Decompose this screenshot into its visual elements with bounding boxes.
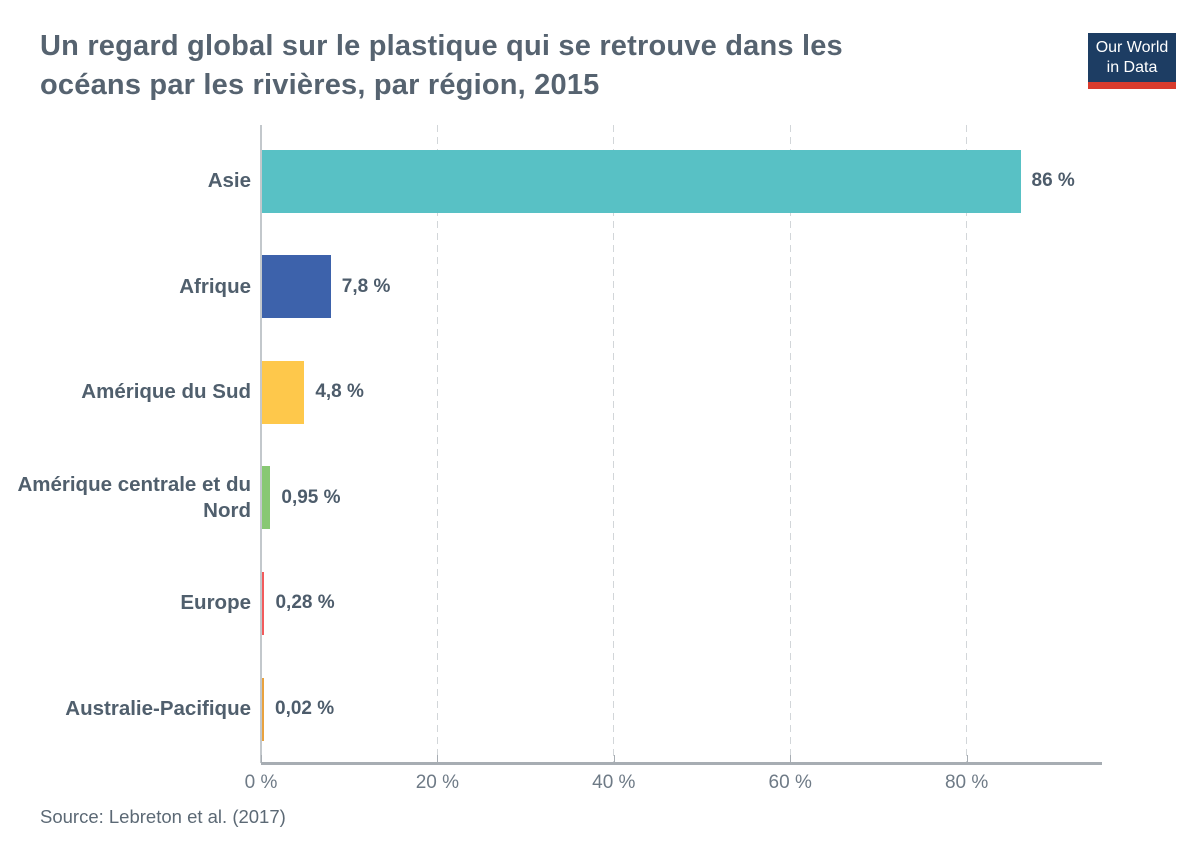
value-label: 0,02 % [275,698,335,719]
bar [262,466,271,530]
category-label: Amérique centrale et du Nord [17,472,251,522]
chart-title: Un regard global sur le plastique qui se… [40,27,1060,105]
source-note: Source: Lebreton et al. (2017) [40,806,286,827]
chart-title-line2: océans par les rivières, par région, 201… [40,69,600,101]
value-label: 0,28 % [275,592,335,614]
gridline [966,125,968,762]
x-axis-tick [790,755,792,762]
gridline [613,125,615,762]
value-label: 86 % [1031,170,1075,191]
x-axis-tick [261,755,262,762]
bar [262,677,264,741]
category-label: Afrique [179,274,251,298]
x-axis-tick [437,755,439,762]
x-tick-label: 60 % [768,772,812,793]
x-tick-label: 80 % [944,772,989,793]
category-label: Europe [180,591,251,615]
x-axis-tick [613,755,615,762]
category-label: Australie-Pacifique [65,697,251,720]
bar [262,360,305,424]
x-axis-line [261,762,1102,765]
bar [262,571,265,635]
value-label: 7,8 % [341,275,391,297]
x-tick-label: 20 % [415,772,460,793]
x-tick-label: 0 % [244,772,278,793]
owid-logo-line1: Our World [1095,38,1169,56]
chart-title-line1: Un regard global sur le plastique qui se… [40,30,843,62]
owid-logo: Our World in Data [1088,33,1176,89]
value-label: 4,8 % [315,381,364,403]
bar [262,255,331,319]
x-tick-label: 40 % [592,772,636,793]
category-label: Asie [207,169,251,192]
category-label: Amérique du Sud [81,380,251,404]
bar [262,149,1021,213]
y-axis-line [260,125,262,763]
gridline [436,125,438,762]
value-label: 0,95 % [281,486,341,508]
x-axis-tick [966,755,968,762]
gridline [789,125,791,762]
owid-logo-line2: in Data [1106,58,1158,76]
